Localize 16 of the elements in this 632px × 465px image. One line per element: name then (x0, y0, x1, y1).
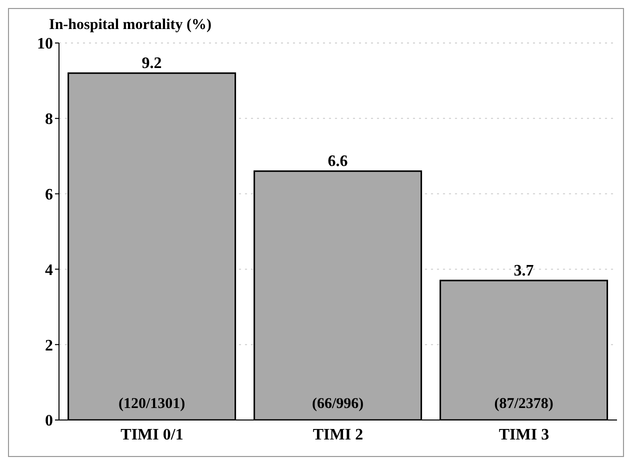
x-tick-label: TIMI 2 (312, 426, 364, 444)
data-label: 9.2 (142, 55, 162, 72)
data-label: 3.7 (514, 262, 534, 280)
x-tick-label: TIMI 3 (498, 426, 550, 444)
y-tick-label: 10 (37, 36, 53, 53)
y-tick-label: 0 (45, 412, 53, 430)
annotation: (87/2378) (494, 396, 554, 412)
y-tick-label: 6 (45, 186, 53, 204)
data-label: 6.6 (328, 153, 348, 170)
y-axis-title: In-hospital mortality (%) (49, 17, 212, 34)
annotation: (66/996) (312, 396, 364, 412)
y-tick-label: 8 (45, 111, 53, 128)
annotation: (120/1301) (118, 396, 186, 412)
x-tick-label: TIMI 0/1 (120, 426, 184, 444)
y-tick-label: 4 (45, 262, 53, 279)
y-tick-label: 2 (45, 337, 53, 354)
